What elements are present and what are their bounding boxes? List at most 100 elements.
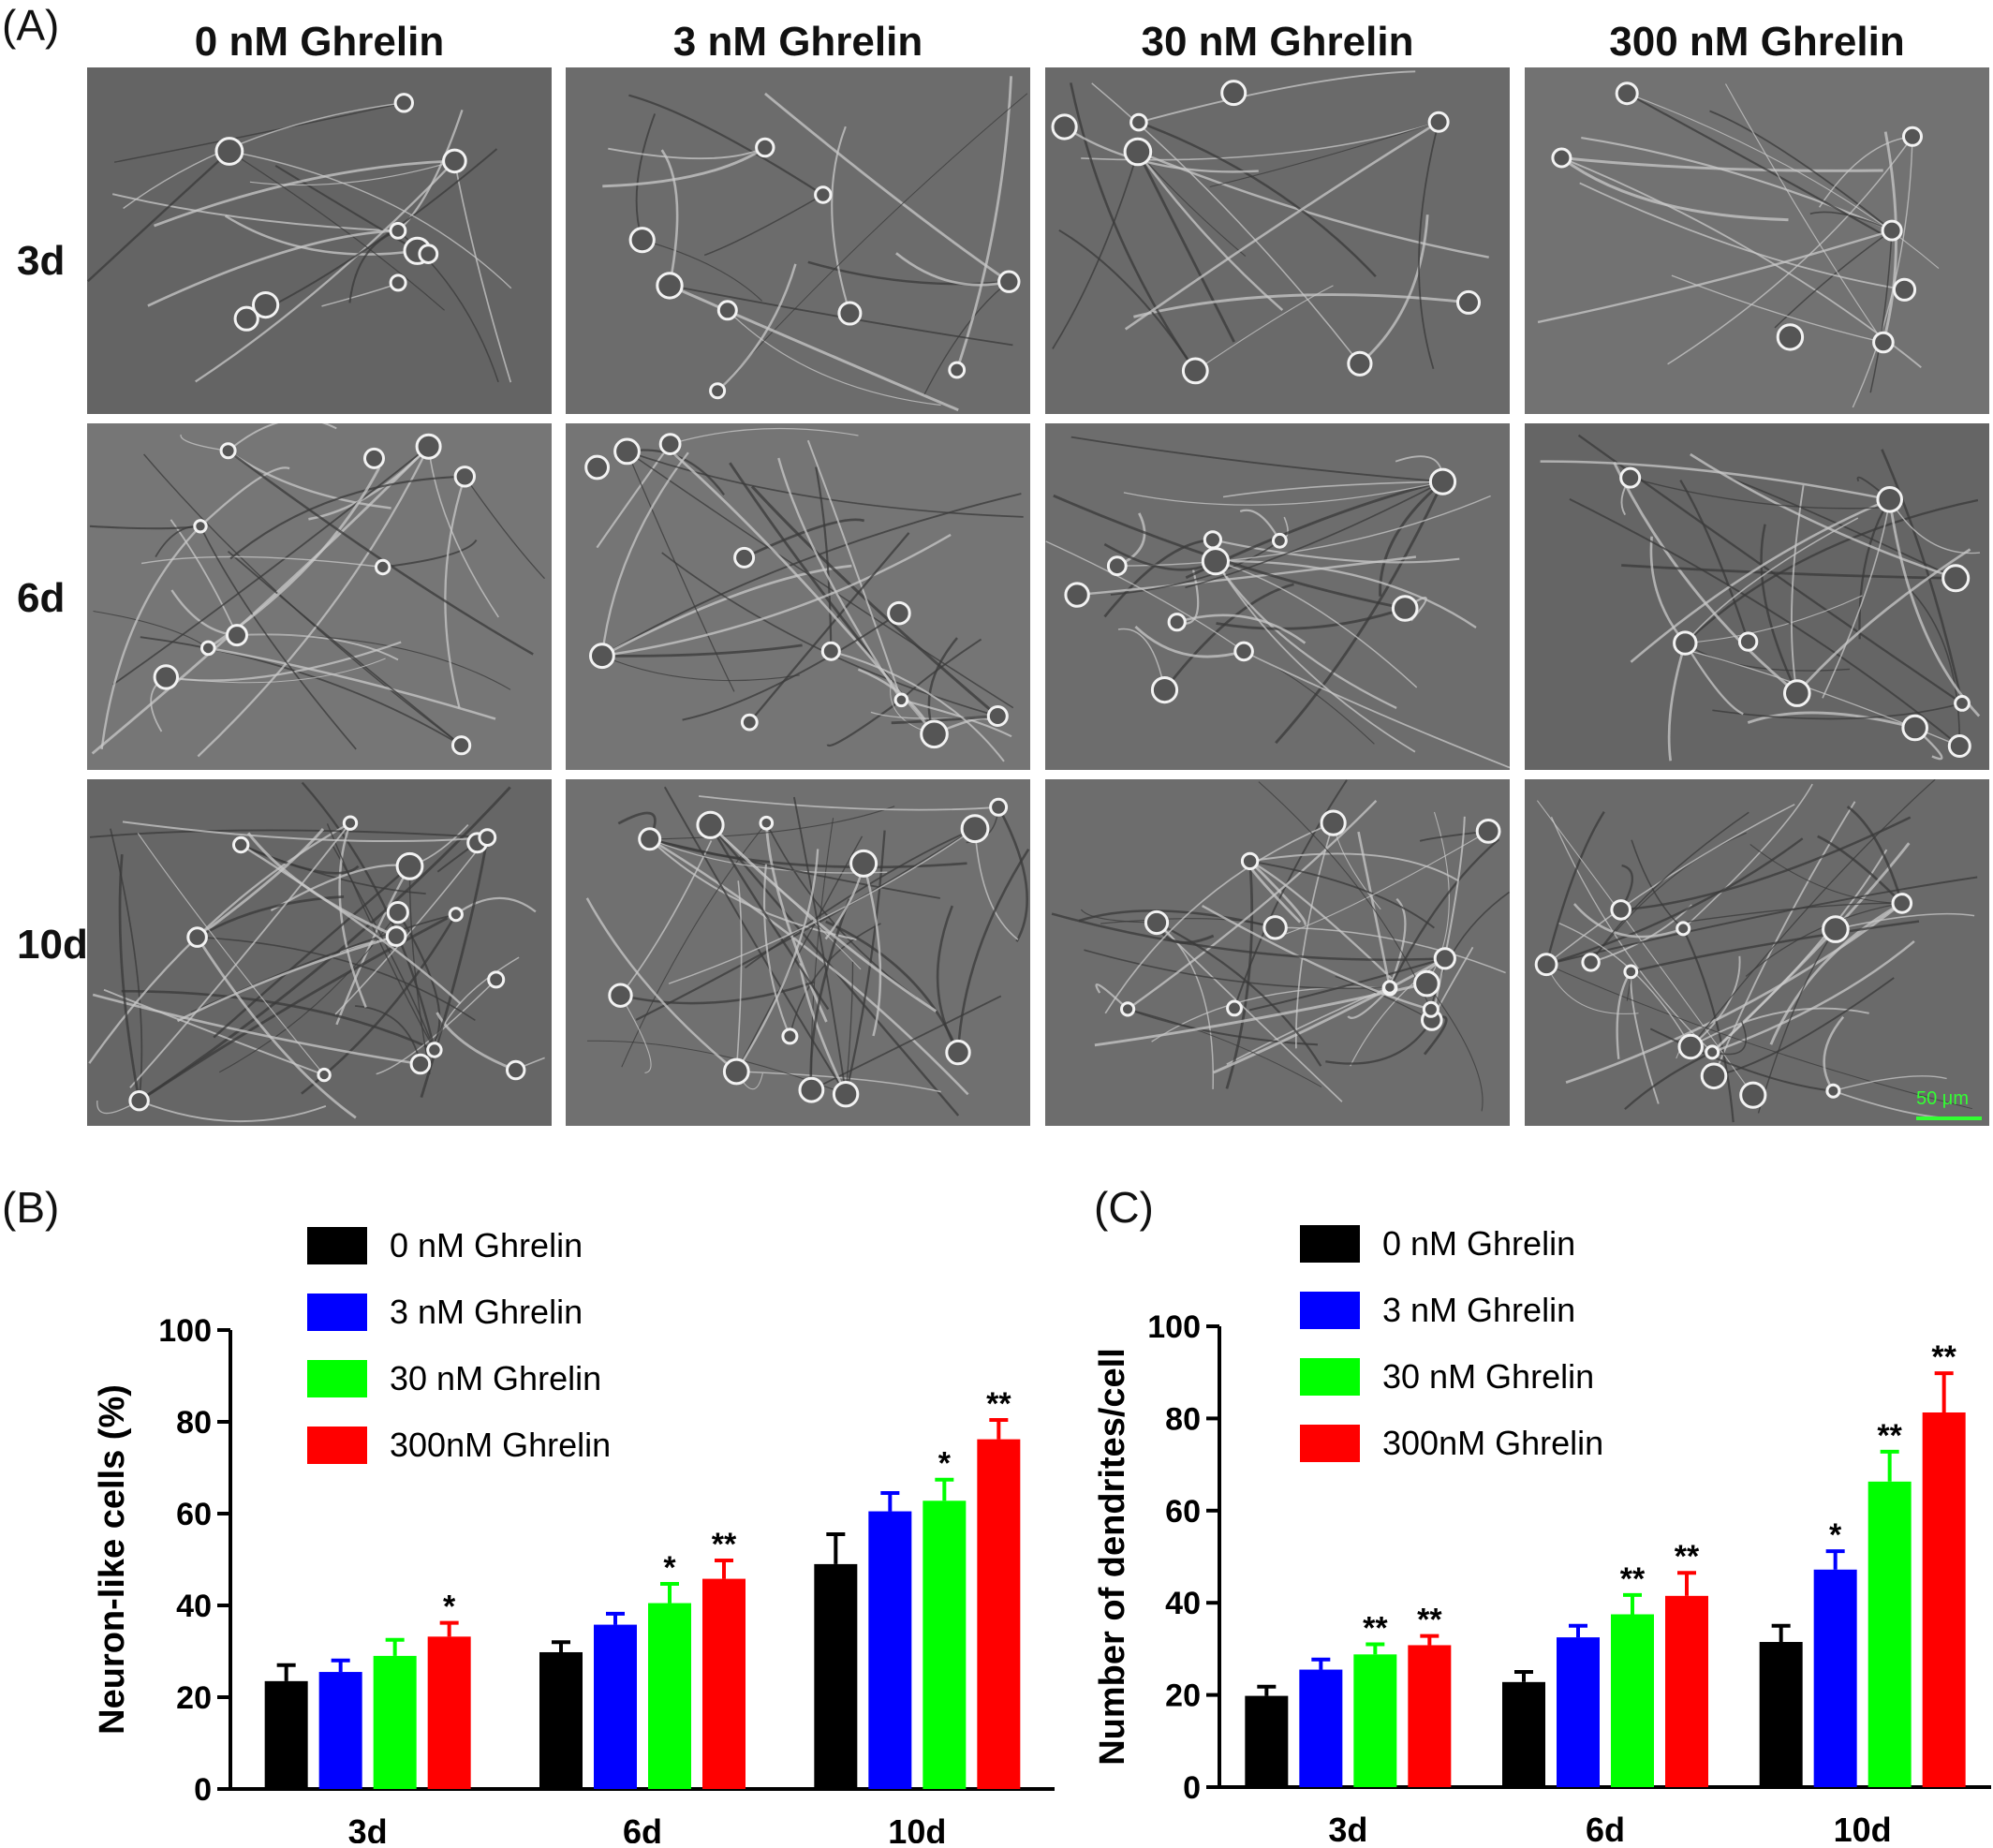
significance-label: **	[986, 1386, 1011, 1422]
bar	[1665, 1595, 1708, 1787]
micrograph-10d-col3	[1045, 779, 1510, 1126]
column-heading-3nm: 3 nM Ghrelin	[672, 19, 923, 65]
y-tick-label: 80	[1165, 1401, 1201, 1437]
legend-label: 300nM Ghrelin	[390, 1426, 611, 1464]
x-tick-label: 10d	[1834, 1811, 1892, 1843]
significance-label: **	[712, 1527, 737, 1562]
micrograph-10d-col1	[87, 779, 552, 1126]
bar	[1611, 1614, 1654, 1787]
column-heading-300nm: 300 nM Ghrelin	[1609, 19, 1905, 65]
bar	[814, 1563, 858, 1789]
legend-label: 3 nM Ghrelin	[390, 1293, 583, 1331]
micrograph-10d-col2	[566, 779, 1030, 1126]
legend-label: 0 nM Ghrelin	[390, 1226, 583, 1264]
chart-neuron-like-cells: 0 20 40 60 80 100 Neuron-like cells (%) * 3d * ** 6…	[84, 1208, 1096, 1848]
legend-swatch	[1300, 1425, 1360, 1462]
legend-swatch	[307, 1360, 367, 1397]
y-tick-label: 20	[1165, 1678, 1201, 1714]
bar	[1299, 1669, 1343, 1787]
y-axis-title: Neuron-like cells (%)	[93, 1384, 132, 1735]
y-tick-label: 100	[158, 1313, 212, 1349]
column-heading-30nm: 30 nM Ghrelin	[1141, 19, 1414, 65]
bar	[1353, 1654, 1397, 1787]
panel-label-b: (B)	[2, 1183, 60, 1232]
bar	[977, 1439, 1021, 1789]
bar	[594, 1624, 637, 1789]
legend-label: 30 nM Ghrelin	[1382, 1357, 1594, 1396]
significance-label: **	[1675, 1539, 1700, 1574]
legend-swatch	[307, 1427, 367, 1464]
legend-label: 300nM Ghrelin	[1382, 1424, 1603, 1462]
bar	[539, 1651, 583, 1789]
y-axis-title: Number of dendrites/cell	[1094, 1348, 1132, 1766]
x-tick-label: 3d	[1328, 1811, 1367, 1843]
bar	[648, 1603, 691, 1789]
legend-swatch	[307, 1294, 367, 1331]
micrograph-3d-col2	[566, 67, 1030, 414]
row-heading-10d: 10d	[17, 922, 88, 968]
bar	[264, 1680, 308, 1789]
legend-label: 30 nM Ghrelin	[390, 1359, 601, 1397]
bar	[1868, 1481, 1912, 1787]
significance-label: **	[1931, 1339, 1956, 1375]
micrograph-6d-col3	[1045, 423, 1510, 770]
x-tick-label: 10d	[888, 1812, 946, 1843]
bar	[868, 1511, 912, 1789]
bar	[427, 1636, 471, 1789]
scale-bar	[1916, 1116, 1982, 1120]
legend-swatch	[1300, 1225, 1360, 1263]
significance-label: **	[1363, 1610, 1388, 1646]
column-heading-0nm: 0 nM Ghrelin	[194, 19, 445, 65]
bar	[373, 1655, 417, 1789]
y-tick-label: 0	[194, 1772, 212, 1808]
bar	[702, 1578, 746, 1789]
legend-swatch	[307, 1227, 367, 1264]
micrograph-3d-col1	[87, 67, 552, 414]
legend-swatch	[1300, 1292, 1360, 1329]
significance-label: **	[1417, 1603, 1442, 1638]
legend-label: 0 nM Ghrelin	[1382, 1224, 1575, 1263]
bar	[1502, 1681, 1545, 1787]
row-heading-3d: 3d	[17, 238, 66, 284]
bar	[1557, 1637, 1600, 1787]
y-tick-label: 0	[1183, 1770, 1201, 1806]
micrograph-10d-col4	[1525, 779, 1989, 1126]
bar	[1408, 1645, 1452, 1787]
scale-bar-label: 50 μm	[1916, 1088, 1969, 1109]
bar	[318, 1672, 362, 1789]
panel-label-c: (C)	[1094, 1183, 1154, 1232]
chart-dendrites-per-cell: 0 20 40 60 80 100 Number of dendrites/cell ** **…	[1093, 1208, 1993, 1848]
panel-label-a: (A)	[2, 1, 60, 50]
micrograph-6d-col4	[1525, 423, 1989, 770]
micrograph-3d-col4	[1525, 67, 1989, 414]
row-heading-6d: 6d	[17, 575, 66, 621]
micrograph-3d-col3	[1045, 67, 1510, 414]
y-tick-label: 20	[176, 1680, 212, 1716]
x-tick-label: 3d	[348, 1812, 388, 1843]
significance-label: *	[1829, 1517, 1842, 1553]
y-tick-label: 60	[176, 1497, 212, 1532]
y-tick-label: 40	[176, 1589, 212, 1624]
significance-label: *	[443, 1589, 456, 1625]
legend-label: 3 nM Ghrelin	[1382, 1291, 1575, 1329]
micrograph-6d-col2	[566, 423, 1030, 770]
bar	[1759, 1642, 1803, 1787]
significance-label: *	[663, 1550, 676, 1586]
micrograph-6d-col1	[87, 423, 552, 770]
x-tick-label: 6d	[623, 1812, 662, 1843]
significance-label: **	[1877, 1418, 1902, 1454]
y-tick-label: 100	[1147, 1309, 1201, 1345]
legend-swatch	[1300, 1358, 1360, 1396]
y-tick-label: 60	[1165, 1494, 1201, 1530]
bar	[923, 1501, 967, 1789]
significance-label: **	[1620, 1561, 1646, 1597]
bar	[1813, 1569, 1857, 1787]
x-tick-label: 6d	[1586, 1811, 1625, 1843]
y-tick-label: 40	[1165, 1586, 1201, 1621]
significance-label: *	[938, 1446, 952, 1482]
bar	[1245, 1695, 1289, 1787]
y-tick-label: 80	[176, 1405, 212, 1441]
bar	[1922, 1412, 1966, 1787]
